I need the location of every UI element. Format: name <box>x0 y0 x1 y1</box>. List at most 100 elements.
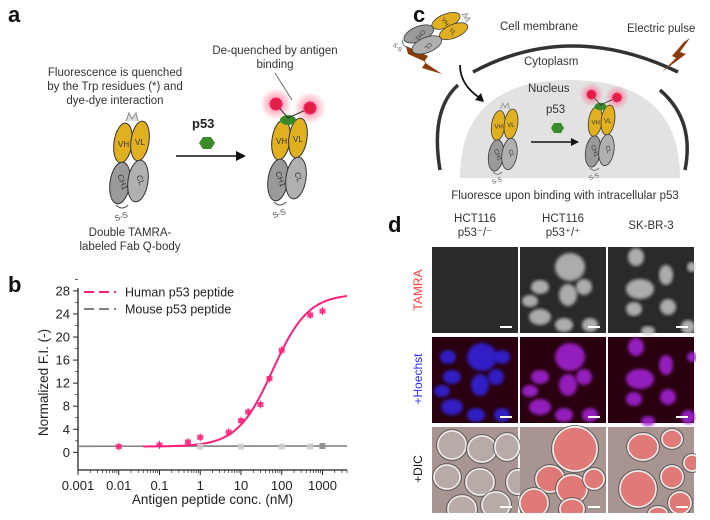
cell-dic <box>494 433 520 461</box>
cell-dic <box>447 495 477 513</box>
mouse-data-point <box>278 443 285 450</box>
mouse-data-point <box>197 443 204 450</box>
cell-nucleus <box>471 374 489 396</box>
dequenched-line-2: binding <box>256 59 294 71</box>
cell-outline <box>626 432 660 462</box>
x-tick-label: 10 <box>234 478 248 493</box>
cell-nucleus <box>531 370 549 384</box>
cl-label: CL <box>292 171 304 184</box>
y-tick-label: 16 <box>56 353 70 368</box>
ch1-label: CH1 <box>589 144 599 158</box>
panel-label-a: a <box>8 2 21 27</box>
cell-outline <box>660 428 684 450</box>
cell-outline <box>582 467 606 491</box>
quenched-dye-icon <box>125 111 139 122</box>
cell-outline <box>432 463 462 491</box>
p53-antigen-icon-c <box>551 123 564 133</box>
cell-nucleus <box>522 385 538 397</box>
cell-outline <box>446 494 478 513</box>
vl-label: VL <box>135 138 145 147</box>
cell-nucleus <box>434 385 450 397</box>
micrograph-grid <box>432 247 696 513</box>
cell-outline <box>480 490 512 513</box>
cytoplasm-label: Cytoplasm <box>524 56 579 68</box>
cell-nucleus <box>582 408 598 422</box>
panel-label-d: d <box>388 212 402 237</box>
cl-domain <box>411 35 443 55</box>
cl-label: CL <box>134 174 146 187</box>
cell-nucleus <box>559 284 577 306</box>
human-data-point <box>257 401 264 407</box>
micrograph-row2-col1 <box>432 337 518 423</box>
human-data-point <box>319 308 326 314</box>
antigen-label-a: p53 <box>192 116 215 131</box>
cell-outline <box>659 464 685 490</box>
cell-nucleus <box>559 374 577 396</box>
cell-nucleus <box>531 280 549 294</box>
pointer-line <box>274 72 293 101</box>
cl-label: CL <box>422 41 432 51</box>
x-tick-label: 0.01 <box>106 478 131 493</box>
cell-outline <box>551 425 599 473</box>
cell-dic <box>661 429 683 449</box>
dequenched-annotation: De-quenched by antigen binding <box>195 44 355 72</box>
micrograph-row2-col2 <box>520 337 606 423</box>
legend-label: Human p53 peptide <box>125 286 234 300</box>
cell-nucleus <box>555 318 573 332</box>
cell-nucleus <box>576 369 592 385</box>
x-tick-label: 1 <box>197 478 204 493</box>
vl-label: VL <box>293 135 303 144</box>
arrow-head <box>236 151 246 161</box>
cell-outline <box>667 490 693 513</box>
disulfide-label: S-S <box>588 173 599 182</box>
qbody-caption: Double TAMRA- labeled Fab Q-body <box>65 226 195 254</box>
human-data-point <box>245 409 252 415</box>
column-header-line1: HCT116 <box>542 213 584 225</box>
mouse-data-point <box>319 443 326 450</box>
vh-label: VH <box>440 17 449 27</box>
cell-nucleus <box>626 302 642 316</box>
cell-nucleus <box>626 369 654 389</box>
nucleus-label: Nucleus <box>528 83 570 95</box>
human-data-point <box>307 312 314 318</box>
cell-nucleus <box>626 392 642 406</box>
cell-nucleus <box>555 343 585 371</box>
cell-nucleus <box>660 389 676 405</box>
cell-nucleus <box>628 338 644 356</box>
quenched-dye-icon <box>461 13 472 23</box>
human-data-point <box>225 429 232 435</box>
cell-membrane-label: Cell membrane <box>500 21 578 33</box>
fab-nucleus-bound-icon: VH VL CH1 CL S-S <box>579 82 629 182</box>
micrograph-row2-col3 <box>608 337 696 426</box>
human-data-point <box>266 376 273 382</box>
disulfide-label: S-S <box>113 210 129 223</box>
lightning-right-icon <box>662 38 690 72</box>
entry-arrow-head <box>475 93 484 102</box>
column-header-line2: SK-BR-3 <box>628 220 674 232</box>
cell-nucleus <box>467 343 497 371</box>
micrograph-row3-col2 <box>518 425 606 513</box>
cell-nucleus <box>440 350 456 364</box>
cell-dic <box>683 454 696 472</box>
column-header-skbr3: SK-BR-3 <box>606 219 696 233</box>
cell-dic <box>619 470 657 508</box>
quenched-dye-icon <box>500 102 510 110</box>
cell-dic <box>583 468 605 490</box>
cell-nucleus <box>626 279 654 299</box>
cell-nucleus <box>467 408 485 422</box>
cell-nucleus <box>576 279 592 295</box>
tamra-dye-icon <box>269 97 283 111</box>
column-header-line1: HCT116 <box>454 213 496 225</box>
quenched-annotation: Fluorescence is quenched by the Trp resi… <box>25 66 205 108</box>
cell-dic <box>559 498 585 513</box>
caption-line-2: labeled Fab Q-body <box>79 241 181 253</box>
cell-nucleus <box>628 248 644 266</box>
cell-nucleus <box>582 318 598 332</box>
tamra-dye-icon <box>611 92 623 103</box>
cell-nucleus <box>494 350 510 364</box>
cell-nucleus <box>529 399 551 415</box>
cl-label: CL <box>603 145 611 155</box>
cell-nucleus <box>529 309 551 325</box>
